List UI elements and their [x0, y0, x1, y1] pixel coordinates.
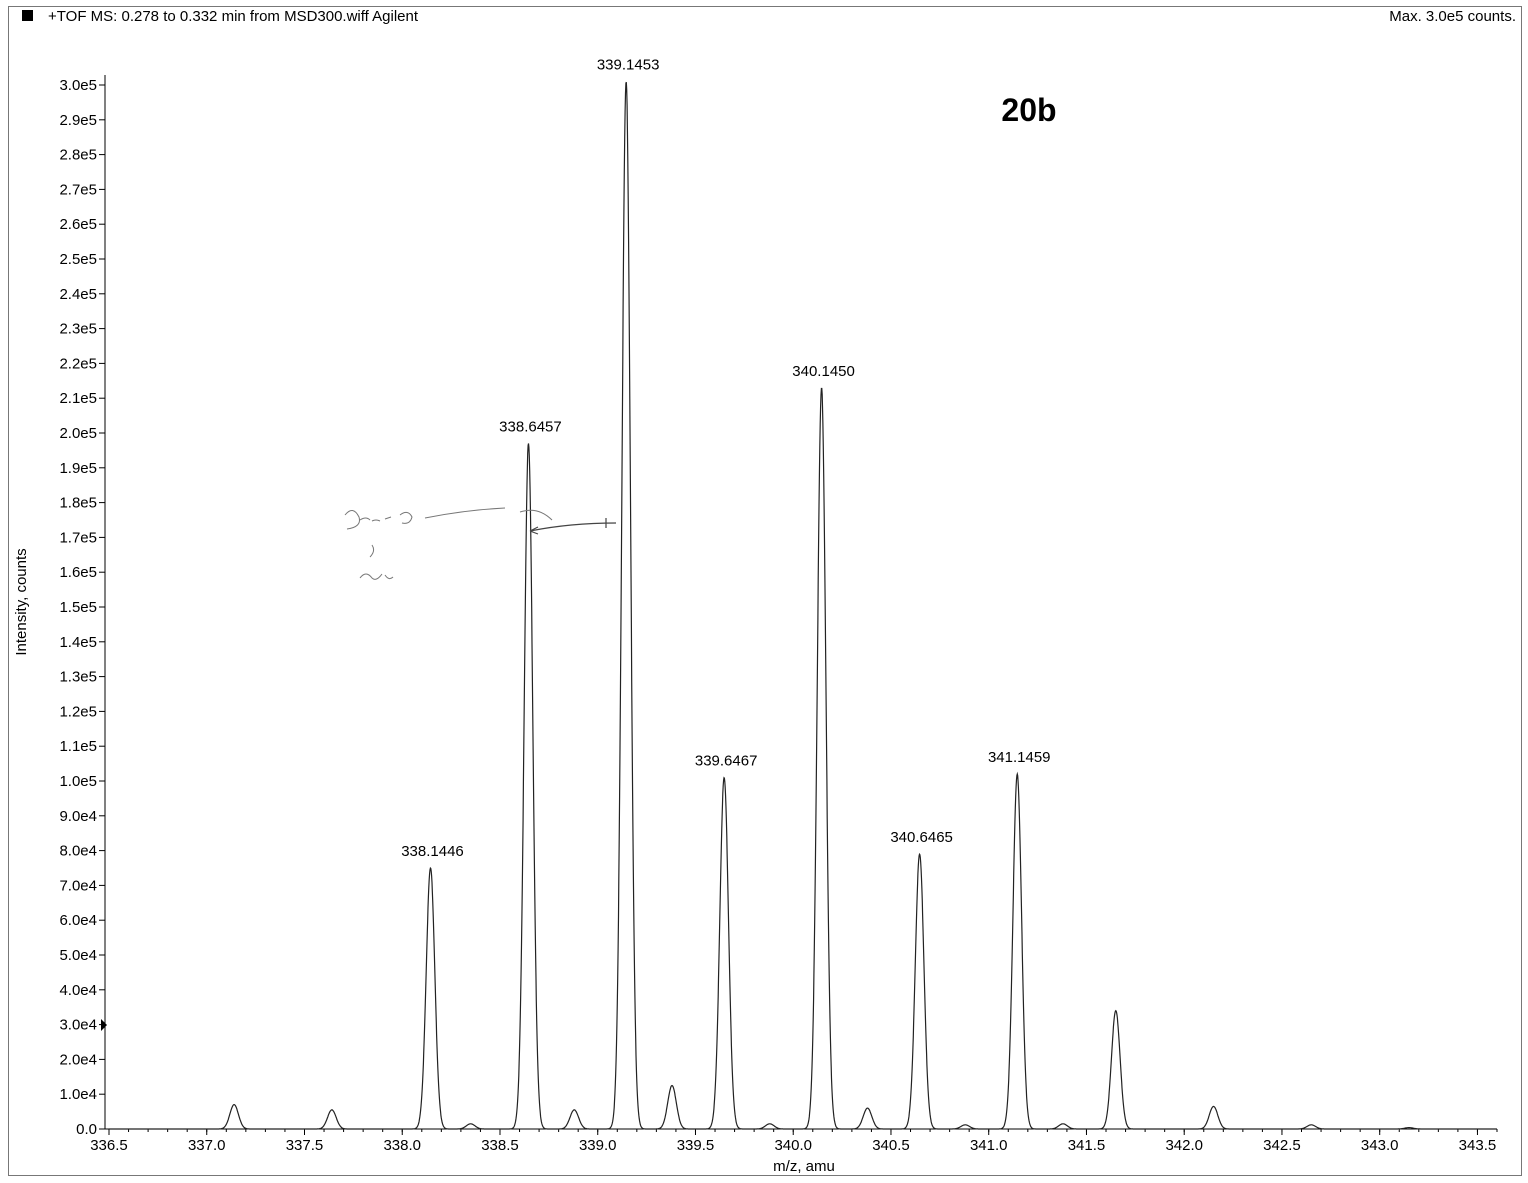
y-tick-label: 0.0	[76, 1121, 97, 1138]
spectrum-trace	[109, 81, 1497, 1130]
y-tick-label: 4.0e4	[59, 982, 97, 999]
y-tick-label: 1.5e5	[59, 599, 97, 616]
x-tick-label: 342.0	[1165, 1137, 1203, 1154]
y-axis-label: Intensity, counts	[13, 548, 30, 655]
y-tick-label: 1.3e5	[59, 669, 97, 686]
x-tick-label: 343.0	[1361, 1137, 1399, 1154]
y-tick-label: 2.6e5	[59, 216, 97, 233]
x-tick-label: 337.0	[188, 1137, 226, 1154]
peak-label: 340.6465	[890, 829, 953, 846]
x-axis-label: m/z, amu	[773, 1158, 835, 1175]
x-tick-label: 336.5	[90, 1137, 128, 1154]
x-axis-ticks: 336.5 337.0 337.5 338.0 338.5 339.0 339.5 340.0…	[90, 1129, 1498, 1154]
peak-label: 338.1446	[401, 843, 464, 860]
y-tick-label: 1.0e5	[59, 773, 97, 790]
handwritten-note	[344, 507, 617, 580]
y-tick-label: 8.0e4	[59, 843, 97, 860]
peak-labels: 338.1446 338.6457 339.1453 339.6467 340.1450…	[401, 57, 1050, 860]
peak-label: 338.6457	[499, 418, 562, 435]
y-tick-label: 5.0e4	[59, 947, 97, 964]
y-tick-label: 1.0e4	[59, 1086, 97, 1103]
y-tick-label: 1.8e5	[59, 495, 97, 512]
y-tick-label: 1.4e5	[59, 634, 97, 651]
x-tick-label: 342.5	[1263, 1137, 1301, 1154]
header-title: +TOF MS: 0.278 to 0.332 min from MSD300.…	[48, 8, 419, 25]
x-tick-label: 341.5	[1068, 1137, 1106, 1154]
y-tick-label: 6.0e4	[59, 912, 97, 929]
y-tick-label: 2.0e4	[59, 1051, 97, 1068]
y-tick-label: 1.9e5	[59, 460, 97, 477]
y-tick-label: 3.0e4	[59, 1017, 97, 1034]
x-tick-label: 338.5	[481, 1137, 519, 1154]
peak-label: 339.1453	[597, 57, 660, 74]
y-tick-label: 2.0e5	[59, 425, 97, 442]
peak-label: 340.1450	[792, 363, 855, 380]
y-tick-label: 2.5e5	[59, 251, 97, 268]
peak-label: 339.6467	[695, 753, 758, 770]
y-tick-label: 2.1e5	[59, 390, 97, 407]
y-tick-label: 2.9e5	[59, 112, 97, 129]
y-tick-label: 7.0e4	[59, 877, 97, 894]
y-tick-label: 3.0e5	[59, 77, 97, 94]
y-tick-label: 9.0e4	[59, 808, 97, 825]
y-tick-label: 1.7e5	[59, 529, 97, 546]
x-tick-label: 343.5	[1459, 1137, 1497, 1154]
x-tick-label: 341.0	[970, 1137, 1008, 1154]
y-tick-label: 1.2e5	[59, 703, 97, 720]
x-tick-label: 340.5	[872, 1137, 910, 1154]
reference-marker	[101, 1019, 107, 1031]
y-tick-label: 2.2e5	[59, 355, 97, 372]
y-tick-label: 1.6e5	[59, 564, 97, 581]
peak-label: 341.1459	[988, 749, 1051, 766]
y-tick-label: 1.1e5	[59, 738, 97, 755]
x-tick-label: 339.0	[579, 1137, 617, 1154]
trace-color-swatch	[22, 10, 33, 21]
y-tick-label: 2.4e5	[59, 286, 97, 303]
figure-annotation-label: 20b	[1001, 92, 1056, 128]
y-axis-ticks: 0.0 1.0e4 2.0e4 3.0e4 4.0e4 5.0e4 6.0e4 7.0e4 8.…	[59, 77, 105, 1138]
y-tick-label: 2.7e5	[59, 181, 97, 198]
x-tick-label: 338.0	[383, 1137, 421, 1154]
x-tick-label: 339.5	[677, 1137, 715, 1154]
plot-frame	[8, 6, 1522, 1176]
x-tick-label: 337.5	[286, 1137, 324, 1154]
y-tick-label: 2.8e5	[59, 147, 97, 164]
x-tick-label: 340.0	[774, 1137, 812, 1154]
y-tick-label: 2.3e5	[59, 321, 97, 338]
header-max-counts: Max. 3.0e5 counts.	[1389, 8, 1516, 25]
